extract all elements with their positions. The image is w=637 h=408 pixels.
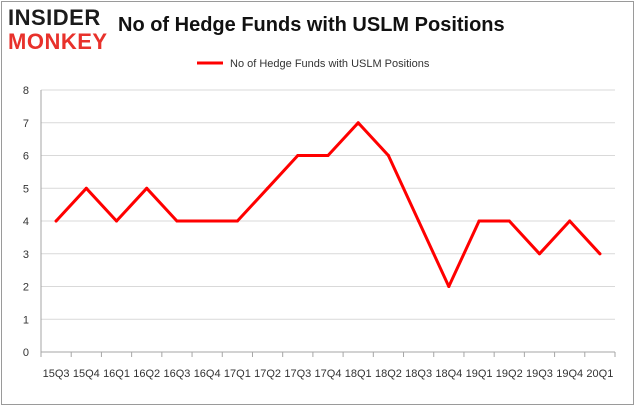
data-point (54, 219, 58, 223)
data-point (447, 285, 451, 288)
chart-title: No of Hedge Funds with USLM Positions (118, 14, 505, 36)
data-point (598, 252, 602, 256)
insider-monkey-logo: INSIDER MONKEY (8, 6, 114, 56)
x-tick-label: 18Q2 (375, 368, 402, 380)
x-tick-label: 16Q3 (163, 368, 190, 380)
x-tick-label: 18Q1 (345, 368, 372, 380)
data-point (417, 219, 421, 223)
x-tick-label: 16Q4 (194, 368, 221, 380)
data-point (477, 219, 481, 223)
data-point (326, 154, 330, 157)
x-tick-label: 19Q3 (526, 368, 553, 380)
x-tick-label: 16Q1 (103, 368, 130, 380)
x-tick-label: 17Q3 (284, 368, 311, 380)
x-tick-label: 15Q3 (43, 368, 70, 380)
x-tick-label: 17Q2 (254, 368, 281, 380)
data-point (296, 154, 300, 157)
data-point (84, 186, 88, 190)
logo-line-monkey: MONKEY (8, 29, 108, 54)
y-tick-label: 7 (23, 118, 29, 130)
data-point (235, 219, 239, 223)
y-tick-label: 5 (23, 183, 29, 195)
data-point (537, 252, 541, 256)
y-tick-label: 4 (23, 216, 29, 228)
x-tick-label: 17Q1 (224, 368, 251, 380)
y-tick-label: 0 (23, 347, 29, 359)
logo-line-insider: INSIDER (8, 5, 101, 30)
series-line (54, 121, 602, 288)
data-point (175, 219, 179, 223)
y-tick-label: 8 (23, 85, 29, 97)
y-tick-label: 3 (23, 249, 29, 261)
x-tick-label: 18Q3 (405, 368, 432, 380)
x-tick-label: 19Q1 (466, 368, 493, 380)
y-tick-label: 2 (23, 282, 29, 294)
x-tick-label: 19Q2 (496, 368, 523, 380)
y-tick-label: 6 (23, 151, 29, 163)
x-tick-label: 17Q4 (315, 368, 342, 380)
x-tick-label: 20Q1 (586, 368, 613, 380)
x-tick-label: 18Q4 (435, 368, 462, 380)
data-point (386, 154, 390, 157)
data-point (266, 186, 270, 190)
x-tick-label: 19Q4 (556, 368, 583, 380)
x-tick-label: 15Q4 (73, 368, 100, 380)
legend-label: No of Hedge Funds with USLM Positions (230, 58, 430, 70)
y-tick-label: 1 (23, 314, 29, 326)
data-point (356, 121, 360, 125)
data-point (507, 219, 511, 223)
data-point (205, 219, 209, 223)
data-point (568, 219, 572, 223)
data-point (115, 219, 119, 223)
x-tick-label: 16Q2 (133, 368, 160, 380)
data-point (145, 186, 149, 190)
